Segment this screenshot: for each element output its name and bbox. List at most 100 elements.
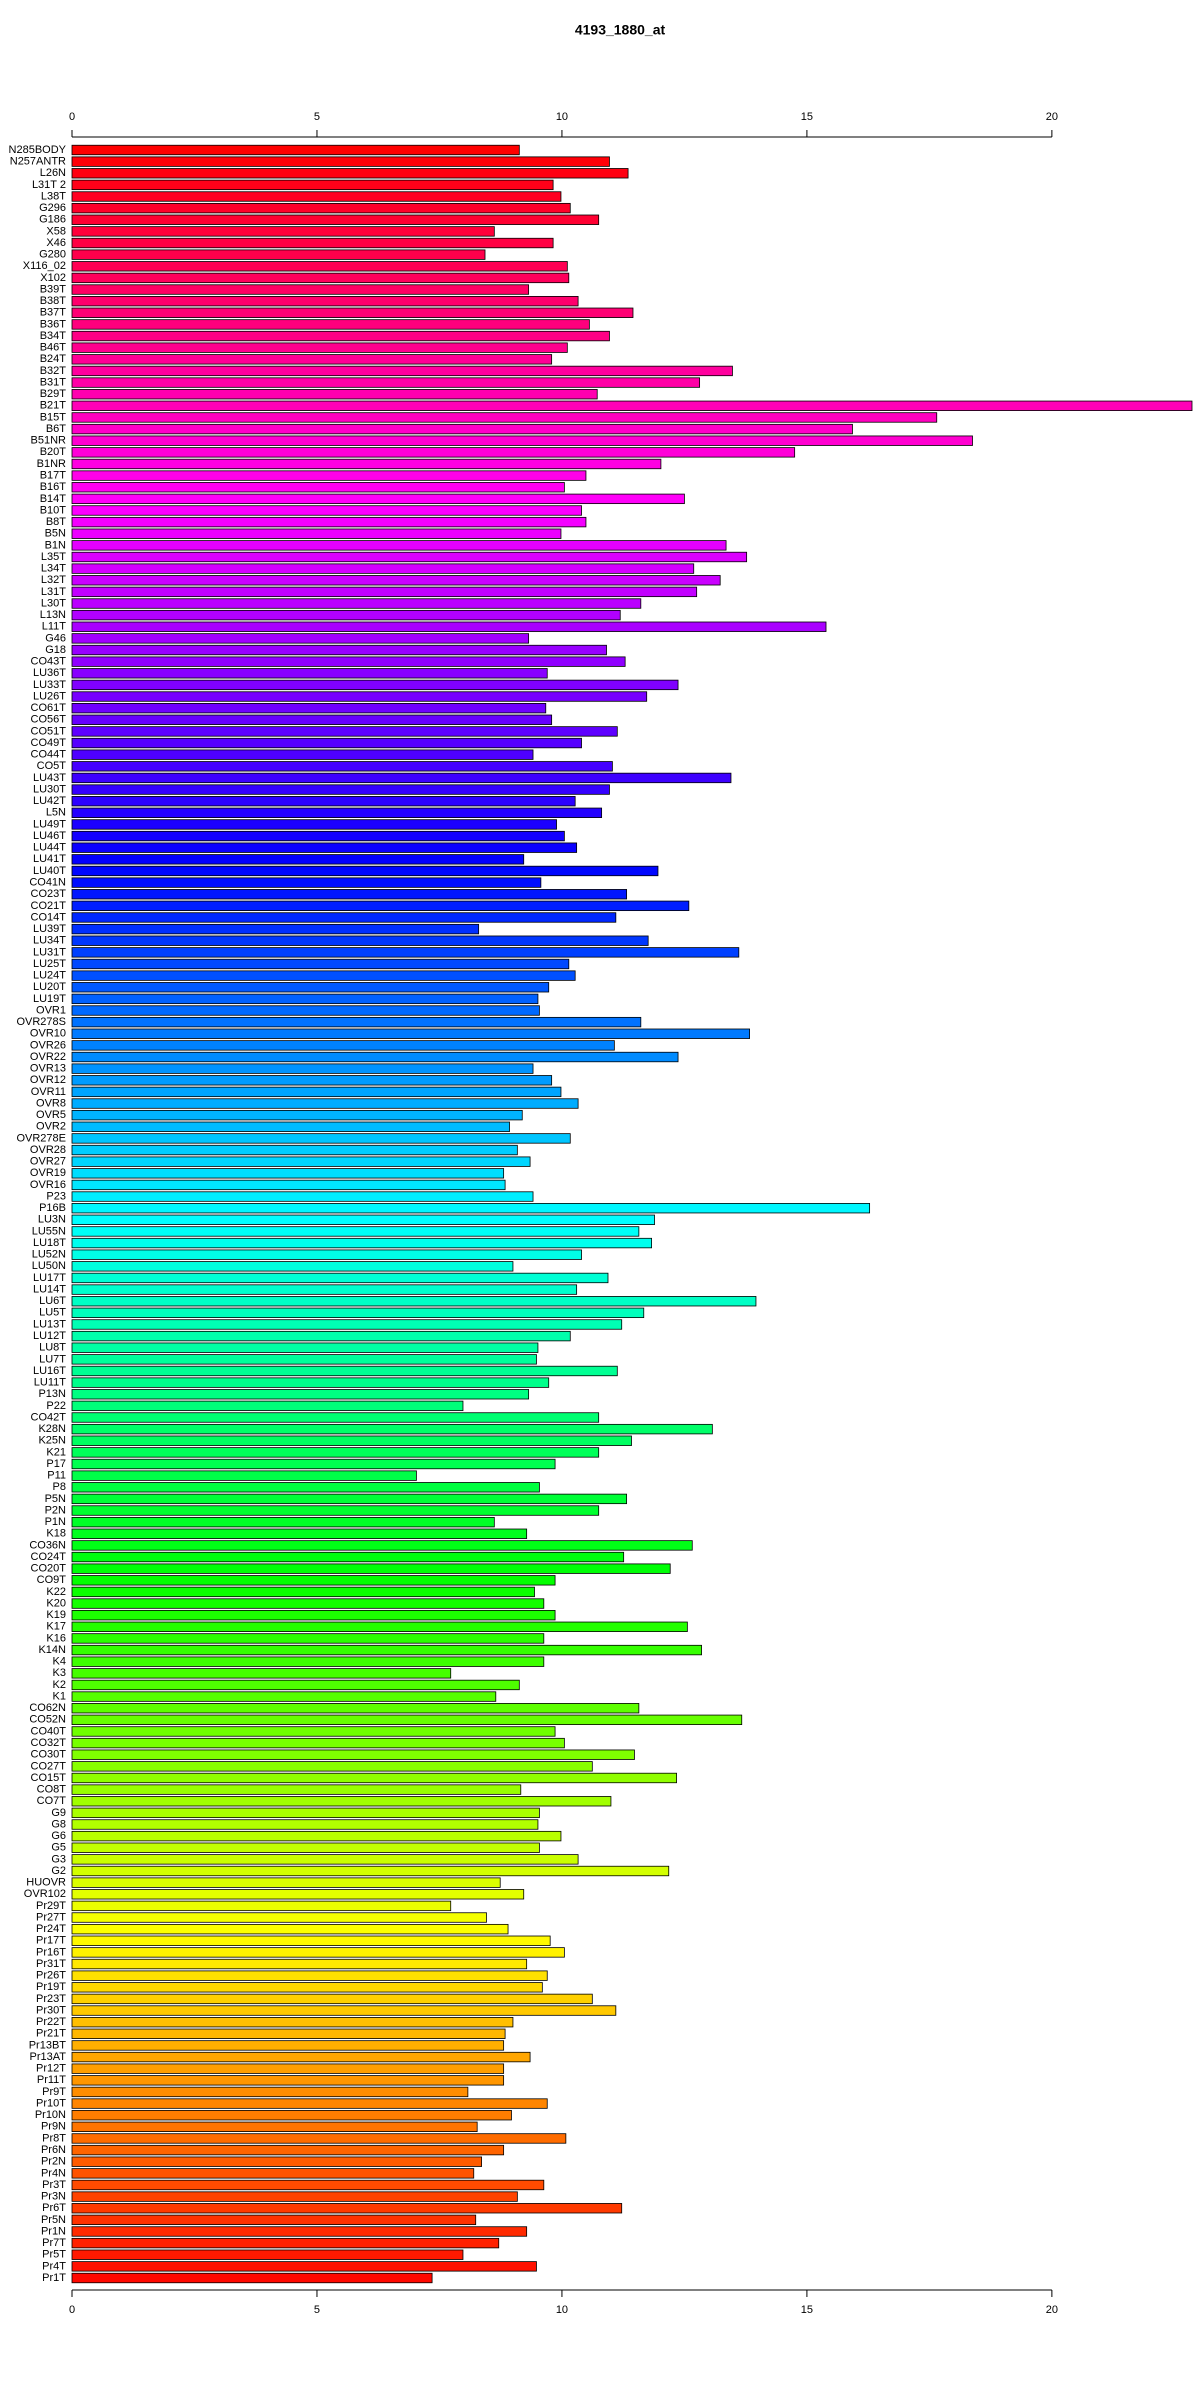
x-tick-label: 5 (314, 2304, 320, 2316)
x-tick-label: 15 (801, 111, 813, 123)
y-tick-label: X116_02 (23, 260, 66, 272)
y-tick-label: CO14T (31, 911, 67, 923)
bar (71, 1051, 679, 1063)
bar (71, 1470, 417, 1481)
y-tick-label: LU7T (39, 1353, 66, 1365)
bar (71, 2249, 464, 2260)
bar (71, 1772, 677, 1784)
y-tick-label: OVR27 (30, 1156, 66, 1168)
y-tick-label: CO43T (31, 656, 67, 668)
bar (71, 656, 626, 667)
bar (71, 842, 578, 853)
bar (71, 1156, 531, 1167)
y-tick-label: P17 (46, 1458, 66, 1470)
y-tick-label: K17 (46, 1621, 66, 1633)
y-tick-label: CO40T (31, 1725, 67, 1737)
bar (71, 1540, 693, 1551)
y-tick-label: K2 (53, 1679, 66, 1691)
y-tick-label: L31T (41, 586, 66, 598)
bar (71, 1958, 528, 1970)
x-tick-label: 20 (1046, 2304, 1058, 2316)
y-tick-label: B1NR (37, 458, 66, 470)
bar (71, 2110, 512, 2121)
y-tick-label: L38T (41, 190, 66, 202)
bar (71, 447, 796, 458)
y-tick-label: CO27T (31, 1760, 67, 1772)
y-tick-label: CO42T (31, 1411, 67, 1423)
y-tick-label: Pr2N (41, 2156, 66, 2168)
bar (71, 1307, 645, 1319)
y-tick-label: B16T (40, 481, 67, 493)
y-tick-label: P16B (39, 1202, 66, 1214)
y-tick-label: X46 (46, 237, 66, 249)
y-tick-label: LU11T (34, 1377, 66, 1389)
bar (71, 1296, 757, 1307)
y-tick-label: K4 (53, 1656, 66, 1668)
bar (71, 2156, 482, 2167)
y-tick-label: LU14T (33, 1283, 66, 1295)
bar (71, 435, 973, 446)
y-tick-label: Pr9T (42, 2086, 66, 2098)
bar (71, 261, 568, 272)
bar (71, 2063, 505, 2074)
bar (71, 644, 607, 656)
y-tick-label: K20 (46, 1597, 66, 1609)
bar (71, 214, 600, 225)
bar (71, 1261, 514, 1272)
x-tick-label: 0 (69, 111, 75, 123)
y-tick-label: B1N (45, 539, 66, 551)
bar (71, 1342, 539, 1353)
bar (71, 1028, 750, 1039)
bar (71, 1493, 628, 1505)
y-tick-label: B5N (45, 528, 66, 540)
y-tick-label: G5 (51, 1842, 66, 1854)
y-tick-label: G280 (39, 249, 66, 261)
y-tick-label: G2 (51, 1865, 66, 1877)
bar (71, 1737, 565, 1749)
y-tick-label: OVR1 (36, 1004, 66, 1016)
bar (71, 226, 495, 237)
y-tick-label: CO21T (31, 900, 67, 912)
y-tick-label: B37T (40, 307, 67, 319)
y-tick-label: LU50N (32, 1260, 66, 1272)
bar (71, 947, 740, 958)
y-tick-label: LU39T (33, 923, 66, 935)
y-tick-label: OVR2 (36, 1121, 66, 1133)
bar (71, 330, 610, 342)
bar (71, 1412, 600, 1423)
bar (71, 156, 610, 167)
bar (71, 1516, 495, 1528)
y-tick-label: K19 (46, 1609, 66, 1621)
y-tick-label: CO5T (37, 760, 67, 772)
bar (71, 1784, 522, 1795)
y-tick-label: CO32T (31, 1737, 67, 1749)
y-tick-label: HUOVR (26, 1877, 66, 1889)
bar (71, 1668, 452, 1679)
y-tick-label: B8T (46, 516, 66, 528)
bar (71, 1830, 562, 1842)
y-tick-label: Pr5N (41, 2214, 66, 2226)
bar (71, 1086, 562, 1098)
y-tick-label: Pr6N (41, 2144, 66, 2156)
y-tick-label: CO51T (31, 725, 67, 737)
bar (71, 1284, 578, 1295)
y-tick-label: OVR8 (36, 1097, 66, 1109)
bar (71, 1819, 539, 1830)
y-tick-label: OVR11 (31, 1086, 66, 1098)
bar (71, 796, 576, 807)
bar (71, 1621, 688, 1632)
bar (71, 1458, 556, 1470)
bar (71, 982, 550, 993)
y-tick-label: K25N (38, 1435, 66, 1447)
bar (71, 144, 520, 156)
bar (71, 1016, 642, 1028)
bar (71, 1586, 535, 1598)
x-tick-label: 10 (556, 111, 568, 123)
bar (71, 575, 721, 586)
bar (71, 1133, 571, 1144)
y-tick-label: G186 (39, 214, 66, 226)
bar (71, 1063, 534, 1074)
y-tick-label: Pr17T (36, 1935, 66, 1947)
bar (71, 1726, 556, 1737)
y-tick-label: Pr3N (41, 2191, 66, 2203)
